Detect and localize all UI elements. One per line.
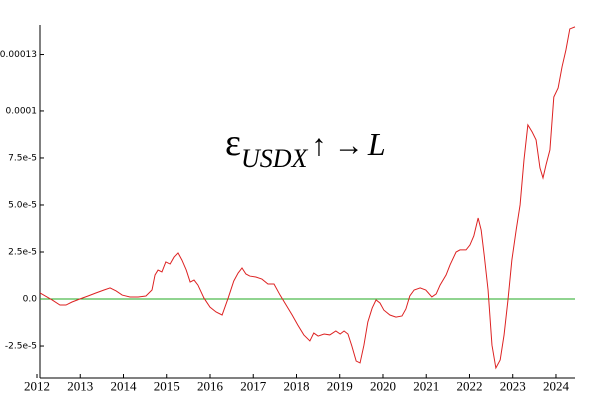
y-tick-label: 0.00013 bbox=[0, 50, 37, 60]
x-tick-label: 2012 bbox=[24, 379, 50, 394]
x-tick-label: 2018 bbox=[283, 379, 309, 394]
y-tick-label: 0.0001 bbox=[6, 106, 38, 116]
annotation-arrows: ↑ → bbox=[311, 129, 364, 162]
x-tick-label: 2017 bbox=[240, 379, 267, 394]
x-tick-label: 2013 bbox=[67, 379, 93, 394]
y-tick-label: -2.5e-5 bbox=[5, 342, 37, 352]
x-tick-label: 2015 bbox=[154, 379, 180, 394]
annotation-symbol: ε bbox=[225, 122, 241, 164]
y-tick-label: 5.0e-5 bbox=[8, 200, 37, 210]
x-tick-label: 2023 bbox=[500, 379, 526, 394]
y-tick-label: 7.5e-5 bbox=[8, 153, 37, 163]
x-tick-label: 2019 bbox=[327, 379, 353, 394]
x-tick-label: 2024 bbox=[543, 379, 570, 394]
annotation-subscript: USDX bbox=[241, 144, 309, 173]
y-tick-label: 0.0 bbox=[23, 295, 38, 305]
x-tick-label: 2022 bbox=[456, 379, 482, 394]
annotation-target: L bbox=[367, 126, 386, 162]
x-tick-label: 2016 bbox=[197, 379, 224, 394]
y-tick-label: 2.5e-5 bbox=[8, 247, 37, 257]
x-tick-label: 2020 bbox=[370, 379, 396, 394]
line-series bbox=[39, 26, 576, 370]
x-tick-label: 2014 bbox=[110, 379, 137, 394]
annotation: εUSDX ↑ → L bbox=[225, 122, 386, 173]
x-tick-label: 2021 bbox=[413, 379, 439, 394]
